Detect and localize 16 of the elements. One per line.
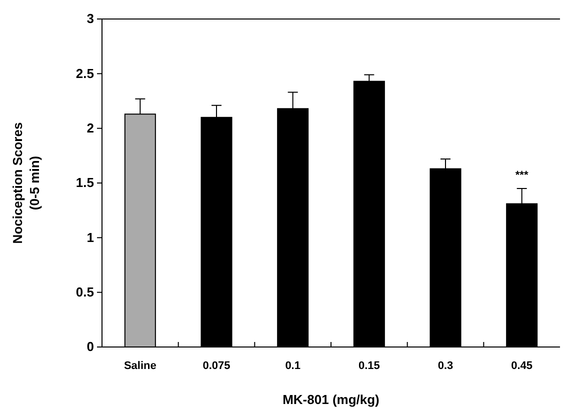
y-tick-label: 2.5 [76,66,94,81]
y-axis-title: Nociception Scores (0-5 min) [10,122,42,244]
annotation: *** [515,169,529,182]
y-tick-label: 0 [86,339,94,354]
y-tick-label: 3 [86,11,94,26]
x-axis-title: MK-801 (mg/kg) [282,392,380,407]
x-tick-label: 0.45 [511,360,533,372]
x-tick-label: 0.3 [438,360,454,372]
y-tick-label: 2 [86,120,94,136]
y-tick-label: 1 [86,230,94,245]
x-tick-label: 0.15 [358,360,380,372]
x-tick-label: 0.075 [202,360,230,372]
y-tick-label: 0.5 [76,284,94,300]
y-tick-label: 1.5 [76,175,94,190]
x-tick-label: 0.1 [285,360,300,372]
x-tick-label: Saline [124,360,156,372]
